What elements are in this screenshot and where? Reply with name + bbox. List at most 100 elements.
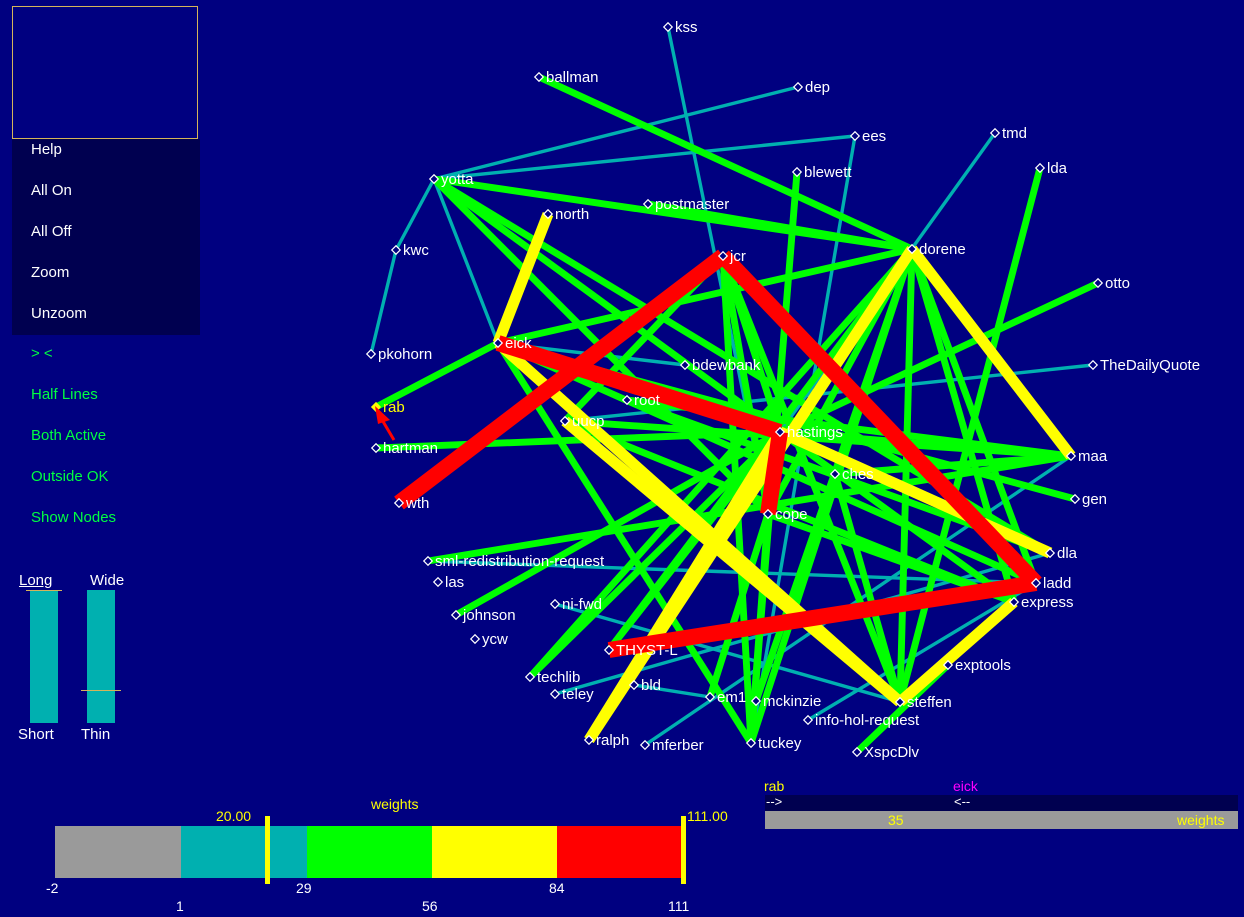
node-wth[interactable]: wth [393, 495, 430, 512]
node-ches[interactable]: ches [829, 466, 874, 483]
edge-hastings-hartman[interactable] [375, 428, 781, 452]
node-eick[interactable]: eick [492, 335, 532, 352]
node-jcr[interactable]: jcr [717, 248, 746, 265]
node-XspcDlv[interactable]: XspcDlv [851, 744, 920, 761]
node-express[interactable]: express [1008, 594, 1074, 611]
node-ladd[interactable]: ladd [1030, 575, 1072, 592]
edge-hastings-maa[interactable] [779, 428, 1072, 460]
unzoom-button[interactable]: Unzoom [31, 305, 87, 322]
overview-panel[interactable] [12, 6, 198, 139]
half-lines-toggle[interactable]: Half Lines [31, 386, 98, 403]
edge-jcr-steffen[interactable] [719, 254, 904, 704]
edge-eick-rab[interactable] [374, 339, 500, 411]
edge-hastings-express[interactable] [777, 429, 1017, 605]
help-button[interactable]: Help [31, 141, 62, 158]
width-slider[interactable] [81, 590, 121, 723]
legend-min-handle[interactable] [265, 816, 270, 884]
node-postmaster[interactable]: postmaster [642, 196, 729, 213]
edge-kwc-pkohorn[interactable] [369, 249, 398, 355]
edge-hastings-dla[interactable] [777, 426, 1053, 559]
edge-north-eick[interactable] [492, 211, 554, 346]
node-steffen[interactable]: steffen [894, 694, 952, 711]
edge-dorene-ladd[interactable] [908, 247, 1040, 585]
node-maa[interactable]: maa [1065, 448, 1108, 465]
node-sml[interactable]: sml-redistribution-request [422, 553, 605, 570]
zoom-button[interactable]: Zoom [31, 264, 70, 281]
node-ycw[interactable]: ycw [469, 631, 508, 648]
node-nifwd[interactable]: ni-fwd [549, 596, 602, 613]
node-las[interactable]: las [432, 574, 464, 591]
edge-ballman-dorene[interactable] [537, 73, 914, 253]
edge-uucp-steffen[interactable] [561, 416, 904, 707]
node-north[interactable]: north [542, 206, 589, 223]
node-dep[interactable]: dep [792, 79, 830, 96]
edge-ches-steffen[interactable] [831, 473, 904, 703]
node-hartman[interactable]: hartman [370, 440, 438, 457]
width-slider-handle[interactable] [81, 690, 121, 691]
node-em1[interactable]: em1 [704, 689, 746, 706]
edge-ladd-THYST-L[interactable] [607, 575, 1038, 658]
node-TheDailyQuote[interactable]: TheDailyQuote [1087, 357, 1200, 374]
length-slider[interactable] [26, 590, 62, 723]
edge-dep-yotta[interactable] [433, 85, 799, 181]
edge-express-steffen[interactable] [896, 597, 1018, 707]
node-dla[interactable]: dla [1044, 545, 1078, 562]
edge-otto-hastings[interactable] [778, 279, 1100, 436]
edge-maa-sml[interactable] [427, 452, 1072, 565]
node-teley[interactable]: teley [549, 686, 594, 703]
node-johnson[interactable]: johnson [450, 607, 516, 624]
edge-ees-yotta[interactable] [433, 134, 856, 181]
node-hastings[interactable]: hastings [774, 424, 843, 441]
edge-yotta-kwc[interactable] [394, 178, 436, 251]
direction-toggle[interactable]: > < [31, 345, 53, 362]
edge-eick-tuckey[interactable] [495, 341, 754, 745]
edge-hastings-techlib[interactable] [527, 429, 783, 680]
node-techlib[interactable]: techlib [524, 669, 581, 686]
node-cope[interactable]: cope [762, 506, 808, 523]
edge-eick-hastings[interactable] [495, 335, 783, 440]
node-blewett[interactable]: blewett [791, 164, 853, 181]
edge-jcr-ladd[interactable] [717, 250, 1042, 589]
edge-hastings-cope[interactable] [760, 430, 788, 516]
node-tmd[interactable]: tmd [989, 125, 1027, 142]
node-mferber[interactable]: mferber [639, 737, 704, 754]
edge-hastings-ralph[interactable] [584, 429, 785, 743]
edge-postmaster-dorene[interactable] [647, 200, 913, 253]
node-uucp[interactable]: uucp [559, 413, 605, 430]
node-bld[interactable]: bld [628, 677, 661, 694]
node-dorene[interactable]: dorene [906, 241, 966, 258]
edge-yotta-eick[interactable] [432, 178, 500, 344]
edge-dorene-eick[interactable] [497, 245, 913, 347]
node-lda[interactable]: lda [1034, 160, 1068, 177]
both-active-toggle[interactable]: Both Active [31, 427, 107, 444]
node-THYST-L[interactable]: THYST-L [603, 642, 678, 659]
edge-dorene-steffen[interactable] [896, 248, 916, 703]
edge-dorene-maa[interactable] [907, 245, 1076, 460]
all-off-button[interactable]: All Off [31, 223, 72, 240]
node-yotta[interactable]: yotta [428, 171, 474, 188]
node-pkohorn[interactable]: pkohorn [365, 346, 432, 363]
node-bdewbank[interactable]: bdewbank [679, 357, 761, 374]
node-root[interactable]: root [621, 392, 661, 409]
edge-yotta-hastings[interactable] [431, 176, 783, 435]
node-ees[interactable]: ees [849, 128, 886, 145]
node-gen[interactable]: gen [1069, 491, 1107, 508]
outside-ok-toggle[interactable]: Outside OK [31, 468, 109, 485]
node-mckinzie[interactable]: mckinzie [750, 693, 822, 710]
node-ralph[interactable]: ralph [583, 732, 630, 749]
edge-bld-em1[interactable] [633, 683, 711, 699]
legend-max-handle[interactable] [681, 816, 686, 884]
all-on-button[interactable]: All On [31, 182, 72, 199]
node-kwc[interactable]: kwc [390, 242, 430, 259]
node-infohol[interactable]: info-hol-request [802, 712, 920, 729]
edge-cope-em1[interactable] [706, 512, 772, 699]
edge-ladd-infohol[interactable] [807, 581, 1037, 722]
node-exptools[interactable]: exptools [942, 657, 1011, 674]
node-otto[interactable]: otto [1092, 275, 1130, 292]
show-nodes-toggle[interactable]: Show Nodes [31, 509, 117, 526]
node-ballman[interactable]: ballman [533, 69, 599, 86]
edge-jcr-wth[interactable] [394, 249, 728, 510]
length-slider-handle[interactable] [26, 590, 62, 591]
edge-hastings-johnson[interactable] [454, 428, 782, 619]
